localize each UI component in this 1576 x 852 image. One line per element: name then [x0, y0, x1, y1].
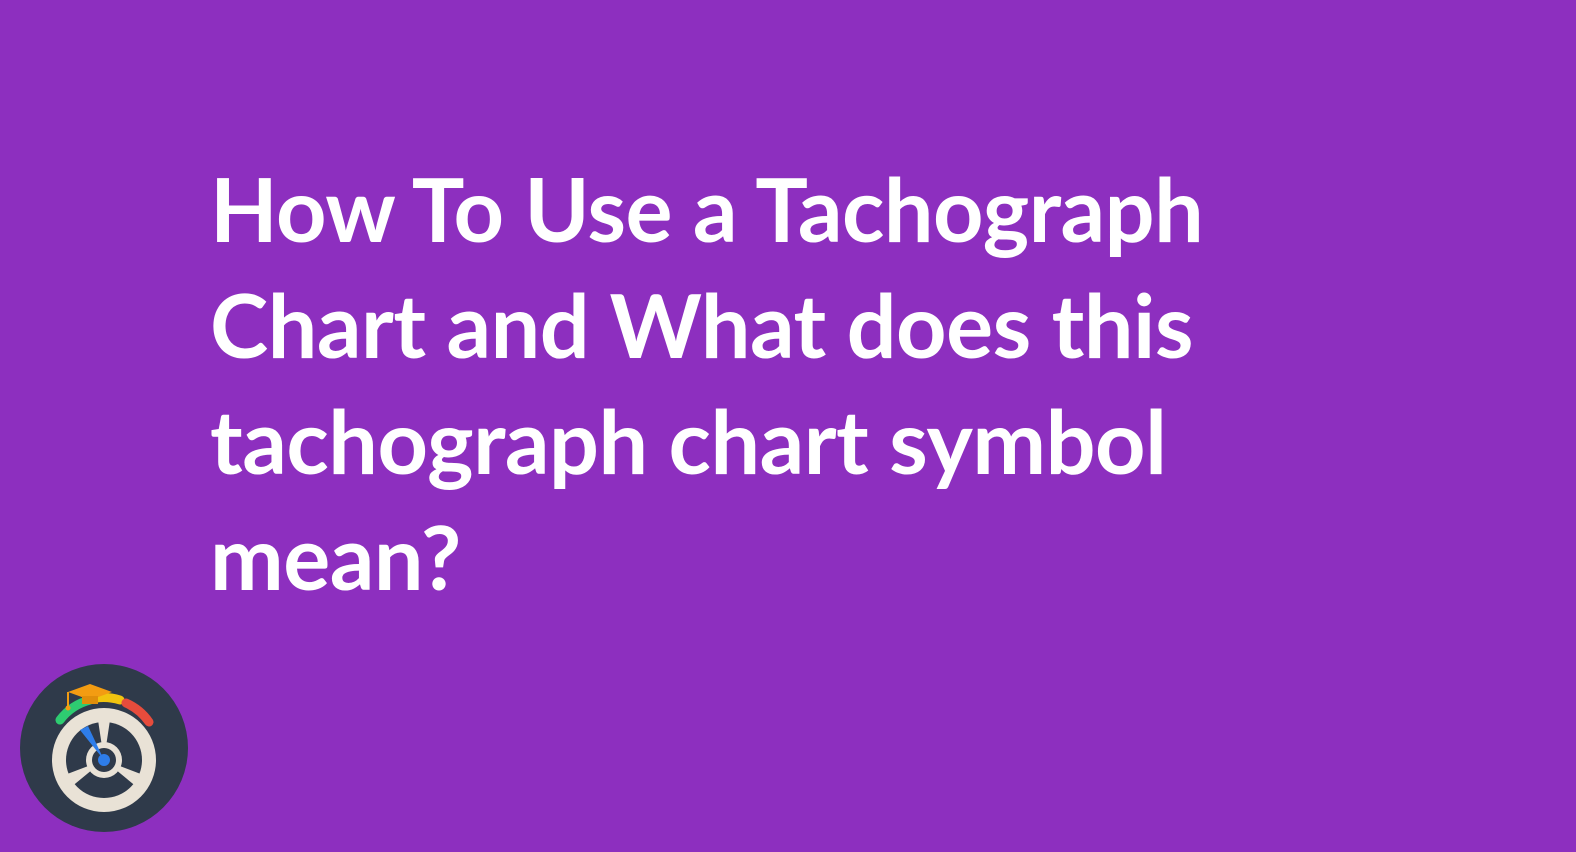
driving-school-logo-icon: [20, 664, 188, 832]
page-title-heading: How To Use a Tachograph Chart and What d…: [210, 150, 1380, 615]
